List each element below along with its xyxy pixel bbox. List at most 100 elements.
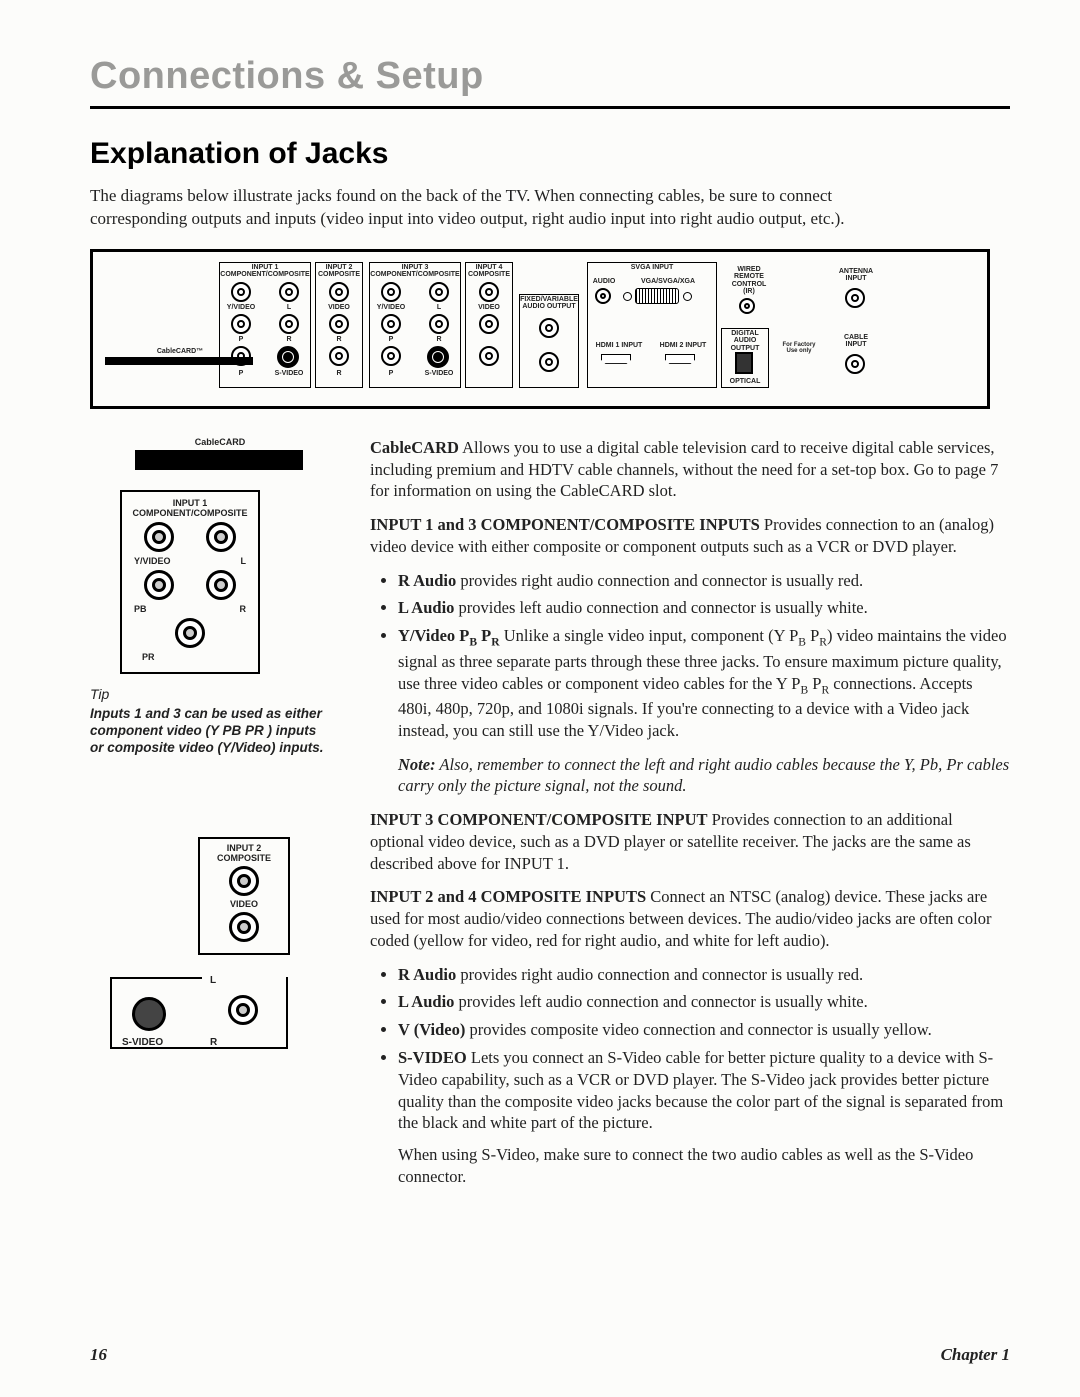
l-audio-item2: L Audio provides left audio connection a…	[398, 991, 1010, 1013]
digital-label: DIGITAL AUDIO OUTPUT	[721, 330, 769, 352]
jack-icon	[539, 352, 559, 372]
r-label: R	[279, 336, 299, 343]
tip-body: Inputs 1 and 3 can be used as either com…	[90, 706, 330, 757]
jack-icon	[539, 318, 559, 338]
audio-out-label: FIXED/VARIABLEAUDIO OUTPUT	[519, 296, 579, 311]
pb-label: P	[381, 336, 401, 343]
vga-port-icon	[635, 288, 679, 304]
jack-icon	[479, 346, 499, 366]
input13-para: INPUT 1 and 3 COMPONENT/COMPOSITE INPUTS…	[370, 514, 1010, 558]
jack-icon	[279, 282, 299, 302]
jack-icon	[381, 346, 401, 366]
tip-heading: Tip	[90, 686, 330, 702]
r-audio-item2: R Audio provides right audio connection …	[398, 964, 1010, 986]
jack-icon	[429, 314, 449, 334]
jack-icon	[329, 282, 349, 302]
input1-figure: INPUT 1 COMPONENT/COMPOSITE Y/VIDEOL PBR…	[120, 490, 260, 674]
hdmi1-label: HDMI 1 INPUT	[589, 342, 649, 349]
jack-icon	[279, 314, 299, 334]
input13-list: R Audio provides right audio connection …	[398, 570, 1010, 742]
jack-icon	[595, 288, 611, 304]
r-label: R	[210, 1037, 217, 1048]
jack-icon	[231, 314, 251, 334]
jack-icon	[206, 570, 236, 600]
yvideo-label: Y/VIDEO	[221, 304, 261, 311]
input1-label: INPUT 1COMPONENT/COMPOSITE	[219, 264, 311, 279]
jack-icon	[479, 314, 499, 334]
r-label: R	[315, 370, 363, 377]
optical-label: OPTICAL	[721, 378, 769, 385]
figure-column: CableCARD INPUT 1 COMPONENT/COMPOSITE Y/…	[90, 437, 350, 1067]
input2-box: INPUT 2 COMPOSITE VIDEO	[198, 837, 290, 955]
pr-label: P	[231, 370, 251, 377]
optical-port-icon	[735, 352, 753, 374]
r-label: R	[315, 336, 363, 343]
input4-label: INPUT 4COMPOSITE	[465, 264, 513, 279]
jack-icon	[739, 298, 755, 314]
back-panel-diagram: INPUT 1COMPONENT/COMPOSITE Y/VIDEO L P R…	[90, 249, 990, 409]
page-number: 16	[90, 1345, 107, 1365]
cablecard-bar-icon	[135, 450, 303, 470]
jack-icon	[479, 282, 499, 302]
svga-label: SVGA INPUT	[587, 264, 717, 271]
jack-icon	[144, 570, 174, 600]
cablecard-figure: CableCARD	[135, 437, 305, 470]
r-label: R	[240, 604, 247, 614]
jack-icon	[144, 522, 174, 552]
svideo-icon	[277, 346, 299, 368]
slot-icon	[105, 357, 253, 365]
header-title: Connections & Setup	[90, 55, 1010, 98]
antenna-label: ANTENNA INPUT	[831, 268, 881, 283]
coax-jack-icon	[845, 288, 865, 308]
l-label: L	[241, 556, 247, 566]
yvideo-item: Y/Video PB PR Unlike a single video inpu…	[398, 625, 1010, 741]
hdmi2-label: HDMI 2 INPUT	[653, 342, 713, 349]
cable-label: CABLE INPUT	[831, 334, 881, 349]
note-para: Note: Also, remember to connect the left…	[398, 754, 1010, 798]
input2-fig-title2: COMPOSITE	[200, 853, 288, 863]
body-column: CableCARD Allows you to use a digital ca…	[370, 437, 1010, 1188]
jack-icon	[381, 282, 401, 302]
input2-label: INPUT 2COMPOSITE	[315, 264, 363, 279]
vga-label: VGA/SVGA/XGA	[633, 278, 703, 285]
cablecard-slot: CableCARD™	[105, 348, 255, 365]
r-label: R	[429, 336, 449, 343]
video-label: VIDEO	[200, 899, 288, 909]
pb-label: PB	[134, 604, 147, 614]
input24-para: INPUT 2 and 4 COMPOSITE INPUTS Connect a…	[370, 886, 1010, 951]
audio-label: AUDIO	[589, 278, 619, 285]
wired-label: WIRED REMOTE CONTROL (IR)	[723, 266, 775, 295]
svideo-label: S-VIDEO	[419, 370, 459, 377]
jack-icon	[175, 618, 205, 648]
section-title: Explanation of Jacks	[90, 137, 1010, 171]
input1-fig-title2: COMPONENT/COMPOSITE	[128, 508, 252, 518]
jack-icon	[228, 995, 258, 1025]
cablecard-fig-label: CableCARD	[135, 437, 305, 447]
svideo-label: S-VIDEO	[122, 1037, 163, 1048]
l-label: L	[210, 975, 216, 986]
svideo-icon	[427, 346, 449, 368]
input2-figure: INPUT 2 COMPOSITE VIDEO L S-VIDEO R	[110, 837, 350, 1067]
jack-icon	[229, 912, 259, 942]
jack-icon	[381, 314, 401, 334]
tip-block: Tip Inputs 1 and 3 can be used as either…	[90, 686, 330, 757]
svideo-label: S-VIDEO	[269, 370, 309, 377]
l-label: L	[429, 304, 449, 311]
jack-icon	[329, 314, 349, 334]
screw-icon	[683, 292, 692, 301]
yv-label: Y/VIDEO	[134, 556, 171, 566]
v-video-item: V (Video) provides composite video conne…	[398, 1019, 1010, 1041]
svideo-icon	[132, 997, 166, 1031]
hdmi-port-icon	[665, 354, 695, 364]
input3-para: INPUT 3 COMPONENT/COMPOSITE INPUT Provid…	[370, 809, 1010, 874]
input24-list: R Audio provides right audio connection …	[398, 964, 1010, 1188]
svideo-para2: When using S-Video, make sure to connect…	[398, 1144, 1010, 1188]
jack-icon	[329, 346, 349, 366]
jack-icon	[206, 522, 236, 552]
pr-label: P	[381, 370, 401, 377]
l-label: L	[279, 304, 299, 311]
hdmi-port-icon	[601, 354, 631, 364]
cablecard-para: CableCARD Allows you to use a digital ca…	[370, 437, 1010, 502]
jack-icon	[231, 282, 251, 302]
pr-label: PR	[142, 652, 155, 662]
